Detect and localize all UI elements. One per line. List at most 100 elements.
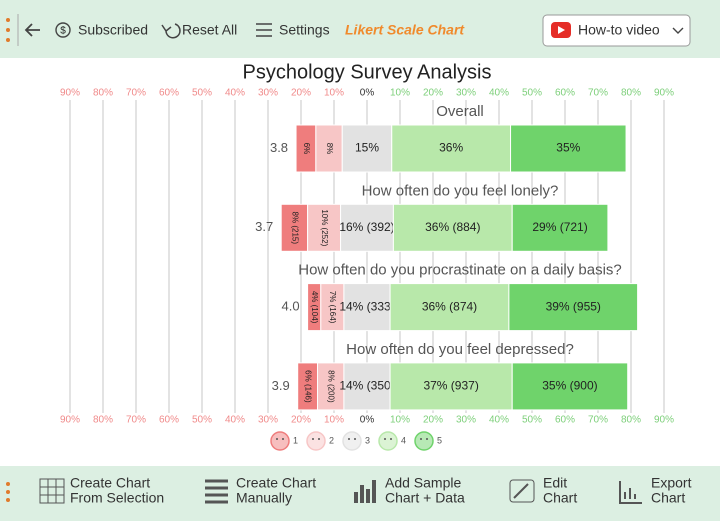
bar-segment [508,283,639,332]
reset-icon [161,23,181,39]
segment-label: 4% (104) [310,291,319,324]
x-tick-label: 10% [390,415,410,426]
legend-icon [306,431,326,451]
segment-label: 7% (164) [328,291,337,324]
bar-segment [340,203,394,252]
segment-label: 6% (146) [303,370,312,403]
x-tick-label: 60% [159,88,179,99]
segment-label: 39% (955) [546,299,601,313]
x-tick-label: 50% [192,88,212,99]
legend-eye [312,438,314,440]
legend-eye [318,438,320,440]
x-tick-label: 60% [159,415,179,426]
x-tick-label: 70% [126,88,146,99]
settings-button[interactable]: Settings [279,22,330,38]
bar-segment [510,124,627,173]
x-tick-label: 40% [225,88,245,99]
mean-label: 3.8 [270,140,288,155]
x-tick-label: 20% [291,415,311,426]
grid-icon [40,479,64,503]
export-icon [619,481,642,504]
menu-dots[interactable] [6,18,10,42]
segment-label: 8% (200) [327,370,336,403]
legend-label: 1 [293,435,298,445]
dollar: $ [60,26,66,37]
x-tick-label: 70% [126,415,146,426]
settings-icon [256,23,272,37]
from-selection-icon [39,478,65,504]
legend-icon [414,431,434,451]
reset-button[interactable]: Reset All [182,22,237,38]
x-tick-label: 80% [93,88,113,99]
video-label[interactable]: How-to video [578,22,660,38]
chevron [672,27,684,34]
x-tick-label: 90% [60,88,80,99]
edit-icon [509,479,535,503]
x-tick-label: 40% [489,415,509,426]
x-tick-label: 10% [324,88,344,99]
segment-label: 14% (350) [339,379,394,393]
pencil [513,483,529,499]
x-tick-label: 20% [423,415,443,426]
x-tick-label: 80% [93,415,113,426]
x-tick-label: 30% [258,88,278,99]
subscribed-button[interactable]: Subscribed [78,22,148,38]
legend-eye [282,438,284,440]
question-label: How often do you feel lonely? [362,182,559,199]
question-label: Overall [436,103,484,120]
legend-eye [390,438,392,440]
legend-label: 2 [329,435,334,445]
x-tick-label: 50% [522,88,542,99]
x-tick-label: 70% [588,415,608,426]
edit-button[interactable]: Edit [543,475,567,491]
x-tick-label: 30% [258,415,278,426]
app-title: Likert Scale Chart [345,22,465,38]
bar-segment [389,283,510,332]
segment-label: 8% [325,143,334,155]
back-button[interactable] [24,23,40,37]
segment-label: 36% [439,141,463,155]
sample-button[interactable]: Chart + Data [385,490,465,506]
export-button[interactable]: Chart [651,490,685,506]
x-tick-label: 50% [192,415,212,426]
segment-label: 16% (392) [339,220,394,234]
x-tick-label: 90% [60,415,80,426]
bar-segment [343,283,391,332]
x-tick-label: 30% [456,88,476,99]
legend-eye [348,438,350,440]
manual-button[interactable]: Create Chart [236,475,316,491]
chart-title: Psychology Survey Analysis [242,61,491,83]
legend-label: 4 [401,435,406,445]
edit-button[interactable]: Chart [543,490,577,506]
video-button[interactable] [542,14,691,47]
bar-segment [341,124,393,173]
x-tick-label: 10% [390,88,410,99]
from-selection-button[interactable]: Create Chart [70,475,150,491]
bar-segment [511,362,629,411]
bar-segment [511,203,609,252]
segment-label: 10% (252) [320,209,329,246]
export-button[interactable]: Export [651,475,692,491]
manual-icon [205,479,228,504]
x-tick-label: 40% [225,415,245,426]
legend-icon [378,431,398,451]
from-selection-button[interactable]: From Selection [70,490,164,506]
legend-eye [384,438,386,440]
menu-dots[interactable] [6,482,10,502]
play-icon [558,26,565,34]
bar-segment [391,124,512,173]
bar-segment [280,203,309,252]
subscribed-icon [55,22,71,38]
x-tick-label: 80% [621,415,641,426]
manual-button[interactable]: Manually [236,490,292,506]
segment-label: 6% [302,143,311,155]
legend-icon [342,431,362,451]
sample-icon [354,480,376,503]
segment-label: 8% (215) [290,212,299,245]
legend-eye [420,438,422,440]
x-tick-label: 40% [489,88,509,99]
sample-button[interactable]: Add Sample [385,475,461,491]
x-tick-label: 50% [522,415,542,426]
